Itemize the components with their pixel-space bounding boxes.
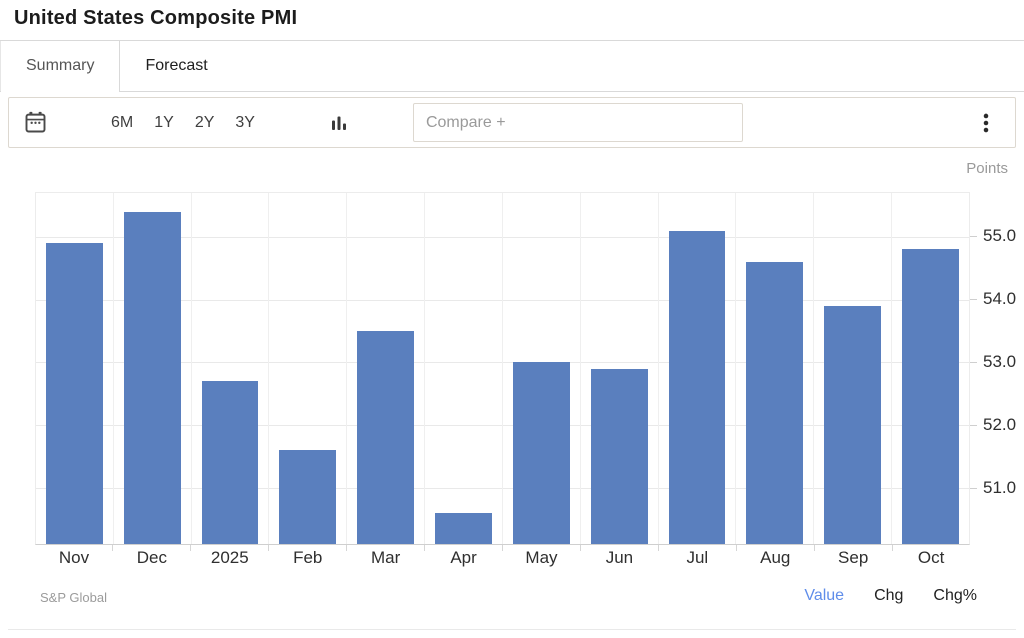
tab-summary[interactable]: Summary bbox=[0, 41, 121, 92]
x-tick-label-oct: Oct bbox=[917, 548, 945, 567]
x-tick-label-jul: Jul bbox=[686, 548, 709, 567]
page-title: United States Composite PMI bbox=[14, 7, 298, 29]
toolbar: 6M 1Y 2Y 3Y bbox=[8, 97, 1016, 148]
mode-button-chgpct[interactable]: Chg% bbox=[933, 587, 977, 604]
toolbar-wrap: 6M 1Y 2Y 3Y bbox=[0, 92, 1024, 148]
x-tick-label-2025: 2025 bbox=[210, 548, 249, 567]
value-mode-toggle: Value Chg Chg% bbox=[804, 587, 977, 605]
range-button-6m[interactable]: 6M bbox=[111, 113, 134, 131]
bar-column-may bbox=[503, 193, 581, 544]
calendar-icon[interactable] bbox=[22, 109, 49, 136]
tab-forecast-label: Forecast bbox=[145, 57, 208, 74]
compare-input[interactable] bbox=[412, 103, 743, 142]
x-tick-label-may: May bbox=[525, 548, 558, 567]
y-tick-label: 54.0 bbox=[983, 289, 1017, 309]
x-tick-label-sep: Sep bbox=[838, 548, 869, 567]
panel-bottom-border bbox=[8, 629, 1016, 630]
y-tick-mark bbox=[970, 362, 977, 364]
bar-column-feb bbox=[269, 193, 348, 544]
mode-button-value[interactable]: Value bbox=[804, 587, 845, 604]
x-tick-label-aug: Aug bbox=[760, 548, 791, 567]
bar-nov[interactable] bbox=[45, 243, 103, 544]
x-tick-mark bbox=[191, 545, 269, 551]
x-tick-mark bbox=[113, 545, 191, 551]
bar-column-apr bbox=[425, 193, 503, 544]
bar-oct[interactable] bbox=[902, 249, 959, 544]
bar-column-jun bbox=[581, 193, 659, 544]
header: United States Composite PMI bbox=[0, 0, 1024, 40]
bar-column-mar bbox=[347, 193, 426, 544]
tab-forecast[interactable]: Forecast bbox=[120, 41, 232, 91]
kebab-menu-icon[interactable] bbox=[973, 110, 999, 136]
y-tick-label: 52.0 bbox=[983, 415, 1017, 435]
y-tick-mark bbox=[970, 236, 977, 238]
y-tick-mark bbox=[970, 299, 977, 301]
bar-mar[interactable] bbox=[357, 330, 415, 544]
x-tick-mark bbox=[35, 545, 113, 551]
bar-column-dec bbox=[114, 193, 192, 544]
range-button-2y[interactable]: 2Y bbox=[194, 113, 215, 131]
bar-2025[interactable] bbox=[201, 381, 259, 544]
bar-column-aug bbox=[736, 193, 815, 544]
x-tick-mark bbox=[503, 545, 581, 551]
x-tick-label-jun: Jun bbox=[605, 548, 634, 567]
bar-column-2025 bbox=[192, 193, 270, 544]
range-button-3y[interactable]: 3Y bbox=[235, 113, 255, 131]
x-tick-label-apr: Apr bbox=[450, 548, 477, 567]
range-button-1y[interactable]: 1Y bbox=[154, 113, 174, 131]
x-tick-mark bbox=[815, 545, 893, 551]
source-attribution: S&P Global bbox=[40, 590, 107, 605]
bar-may[interactable] bbox=[512, 362, 570, 544]
bar-aug[interactable] bbox=[746, 261, 804, 544]
x-tick-label-nov: Nov bbox=[58, 548, 90, 567]
bar-jun[interactable] bbox=[590, 368, 648, 544]
x-tick-mark bbox=[581, 545, 659, 551]
bar-column-nov bbox=[36, 193, 114, 544]
bar-column-sep bbox=[814, 193, 893, 544]
y-tick-mark bbox=[970, 488, 977, 490]
x-tick-label-mar: Mar bbox=[371, 548, 401, 567]
bar-sep[interactable] bbox=[824, 305, 882, 544]
bar-columns bbox=[36, 193, 969, 544]
bar-column-jul bbox=[659, 193, 737, 544]
bar-dec[interactable] bbox=[123, 211, 181, 544]
x-axis-ticks bbox=[35, 545, 970, 551]
range-selector: 6M 1Y 2Y 3Y bbox=[111, 114, 255, 132]
x-tick-label-dec: Dec bbox=[136, 548, 167, 567]
y-tick-label: 55.0 bbox=[983, 226, 1017, 246]
tab-bar: Summary Forecast bbox=[0, 40, 1024, 92]
bar-apr[interactable] bbox=[435, 512, 492, 544]
bar-jul[interactable] bbox=[668, 230, 726, 544]
y-tick-label: 51.0 bbox=[983, 478, 1017, 498]
y-tick-mark bbox=[970, 425, 977, 427]
x-tick-mark bbox=[425, 545, 503, 551]
x-tick-label-feb: Feb bbox=[293, 548, 323, 567]
y-axis-unit-label: Points bbox=[966, 160, 1008, 177]
x-tick-mark bbox=[659, 545, 737, 551]
y-tick-label: 53.0 bbox=[983, 352, 1017, 372]
x-tick-mark bbox=[269, 545, 347, 551]
mode-button-chg[interactable]: Chg bbox=[874, 587, 904, 604]
chart-region: Points 51.0 52.0 53.0 54.0 55.0 Nov Dec 2025 Fe… bbox=[0, 148, 1024, 638]
bar-chart-icon[interactable] bbox=[327, 110, 351, 136]
plot-area bbox=[35, 192, 970, 545]
bar-column-oct bbox=[892, 193, 969, 544]
y-axis: 51.0 52.0 53.0 54.0 55.0 bbox=[970, 192, 1024, 545]
tab-summary-label: Summary bbox=[26, 57, 95, 74]
x-tick-mark bbox=[347, 545, 425, 551]
x-axis-labels: Nov Dec 2025 Feb Mar Apr May Jun Jul Aug Sep Oct bbox=[35, 548, 970, 568]
bar-feb[interactable] bbox=[279, 449, 337, 544]
x-tick-mark bbox=[737, 545, 815, 551]
